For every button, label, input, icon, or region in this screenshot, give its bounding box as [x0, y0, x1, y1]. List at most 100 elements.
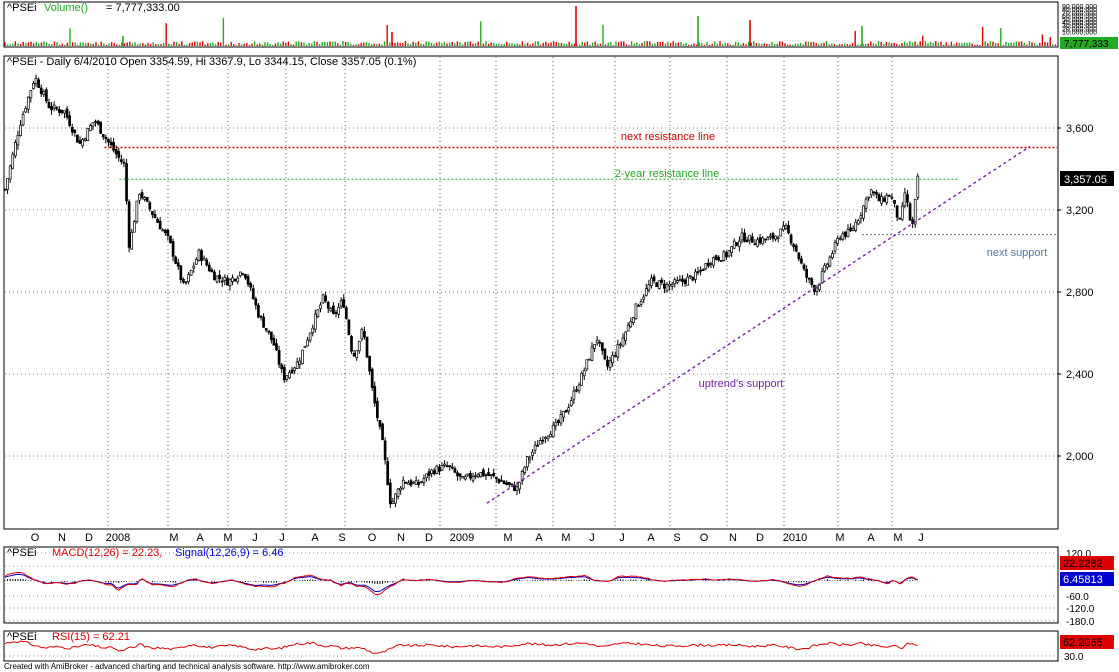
price-candle-body	[117, 151, 121, 158]
volume-last-badge	[1060, 37, 1118, 49]
price-candle-body	[756, 239, 759, 247]
price-candle-body	[412, 481, 415, 484]
price-candle-body	[877, 194, 881, 202]
price-candle-body	[805, 269, 808, 278]
price-candle-body	[564, 409, 568, 413]
price-candle-body	[148, 202, 152, 210]
price-candle-body	[740, 232, 744, 241]
y-tick-label: 2,800	[1066, 287, 1094, 299]
price-candle-body	[528, 456, 532, 460]
macd-tick-label: -120.0	[1066, 604, 1095, 615]
rsi-value-badge	[1060, 635, 1114, 649]
price-candle-body	[807, 277, 811, 280]
price-candle-body	[244, 274, 247, 279]
price-candle-body	[32, 82, 35, 89]
price-candle-body	[774, 235, 777, 240]
price-candle-body	[432, 470, 436, 475]
price-candle-body	[673, 279, 677, 285]
rsi-value: 62.2065	[1063, 637, 1103, 649]
price-candle-body	[197, 249, 201, 261]
macd-value-badge	[1060, 556, 1114, 570]
price-candle-body	[339, 300, 343, 307]
price-candle-body	[675, 280, 679, 283]
price-candle-body	[34, 78, 38, 85]
price-candle-body	[347, 319, 351, 335]
price-candle-body	[73, 129, 77, 133]
price-candle-body	[732, 240, 736, 249]
price-candle-body	[262, 316, 265, 328]
price-candle-body	[916, 175, 920, 198]
x-label: N	[397, 532, 405, 544]
price-candle-body	[719, 260, 723, 262]
price-candle-body	[476, 474, 480, 478]
price-candle-body	[875, 191, 878, 195]
price-candle-body	[130, 231, 134, 250]
price-candle-body	[280, 364, 284, 370]
price-candle-body	[779, 228, 783, 237]
price-candle-body	[862, 205, 865, 219]
price-candle-body	[546, 435, 550, 440]
price-candle-body	[484, 474, 488, 477]
price-candle-body	[39, 87, 43, 94]
price-candle-body	[523, 466, 527, 474]
price-candle-body	[898, 217, 902, 220]
price-grid	[5, 57, 1057, 528]
signal-value-badge	[1060, 572, 1114, 586]
price-candle-body	[694, 271, 697, 280]
macd-tick-label: 120.0	[1066, 549, 1091, 560]
price-candle-body	[104, 137, 108, 140]
price-candle-body	[908, 203, 912, 221]
price-candle-body	[660, 279, 664, 283]
price-candle-body	[621, 337, 625, 347]
last-price-label: 3,357.05	[1064, 174, 1107, 186]
price-candle-body	[114, 148, 118, 155]
price-candle-body	[828, 256, 832, 267]
price-candle-body	[482, 469, 485, 477]
price-title: ^PSEi - Daily 6/4/2010 Open 3354.59, Hi …	[7, 56, 416, 68]
price-candle-body	[254, 298, 258, 306]
price-candle-body	[494, 476, 498, 479]
price-candle-body	[580, 372, 583, 386]
last-price-badge	[1060, 171, 1114, 186]
price-candle-body	[549, 434, 552, 438]
price-overlays	[104, 145, 1057, 504]
signal-label: Signal(12,26,9) = 6.46	[175, 547, 284, 559]
price-candle-body	[854, 221, 858, 231]
two-year-resistance-annotation: 2-year resistance line	[615, 168, 720, 180]
price-panel: ^PSEi - Daily 6/4/2010 Open 3354.59, Hi …	[3, 55, 1114, 544]
price-candle-body	[593, 344, 596, 349]
price-candle-body	[606, 359, 609, 367]
price-candle-body	[57, 109, 61, 113]
price-candle-body	[727, 250, 731, 257]
x-label: 2008	[106, 532, 130, 544]
price-candle-body	[655, 282, 658, 287]
x-label: A	[535, 532, 543, 544]
price-candle-body	[195, 259, 198, 265]
price-candle-body	[554, 421, 558, 427]
price-candle-body	[461, 476, 465, 479]
price-candle-body	[269, 331, 273, 340]
price-candle-body	[324, 295, 327, 302]
price-candle-body	[595, 339, 599, 344]
price-candle-body	[541, 439, 545, 442]
price-candle-body	[313, 313, 317, 330]
price-x-labels: O N D 2008 M A M J J A S O N D 2009 M A M J J A S O N D 2010 M A M J	[31, 532, 924, 544]
price-candle-body	[750, 236, 754, 243]
price-candle-body	[823, 264, 827, 272]
macd-lines	[4, 571, 919, 596]
price-candle-body	[440, 465, 444, 471]
x-label: O	[368, 532, 377, 544]
price-candle-body	[544, 436, 547, 439]
price-candle-body	[207, 264, 211, 272]
price-candle-body	[189, 269, 193, 276]
price-candle-body	[101, 134, 105, 138]
price-candle-body	[368, 356, 371, 372]
macd-tick-label: -180.0	[1066, 617, 1095, 628]
price-candle-body	[220, 280, 224, 283]
price-candle-body	[249, 282, 253, 288]
price-candle-body	[851, 228, 855, 231]
x-label: D	[756, 532, 764, 544]
price-candle-body	[797, 252, 801, 260]
price-candle-body	[19, 124, 22, 136]
price-candle-body	[65, 108, 69, 118]
